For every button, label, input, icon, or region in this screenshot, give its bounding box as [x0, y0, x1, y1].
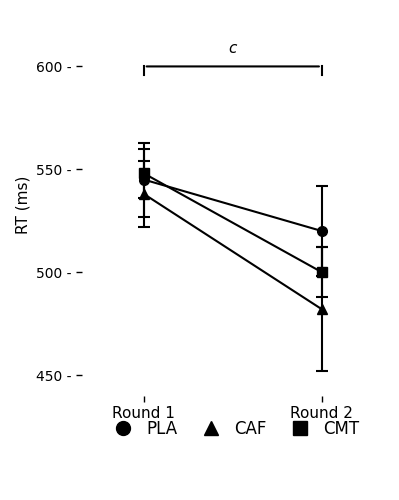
Legend: PLA, CAF, CMT: PLA, CAF, CMT [100, 413, 366, 444]
Text: c: c [229, 41, 237, 56]
Y-axis label: RT (ms): RT (ms) [15, 176, 30, 234]
